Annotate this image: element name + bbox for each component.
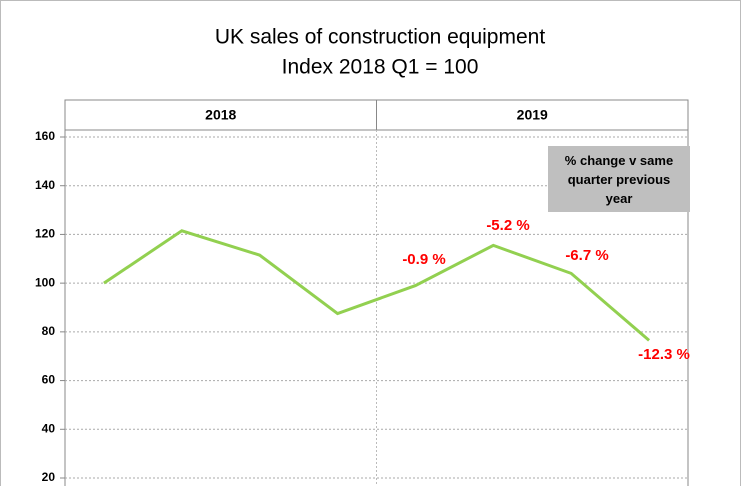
annotation: -5.2 %: [486, 217, 529, 234]
y-tick-label: 120: [35, 227, 55, 241]
chart-subtitle: Index 2018 Q1 = 100: [282, 56, 479, 79]
annotation: -0.9 %: [402, 251, 445, 268]
annotation: -6.7 %: [565, 247, 608, 264]
chart-title: UK sales of construction equipment: [215, 26, 546, 49]
y-tick-label: 40: [42, 421, 56, 435]
line-series: [103, 229, 651, 342]
note-box: % change v same quarter previous year: [548, 146, 690, 212]
y-tick-label: 100: [35, 275, 55, 289]
group-label: 2018: [205, 107, 236, 123]
group-label: 2019: [517, 107, 548, 123]
y-tick-label: 60: [42, 373, 56, 387]
y-tick-label: 160: [35, 129, 55, 143]
y-tick-label: 20: [42, 470, 56, 484]
annotation: -12.3 %: [638, 346, 690, 363]
y-tick-label: 140: [35, 178, 55, 192]
y-tick-label: 80: [42, 324, 56, 338]
